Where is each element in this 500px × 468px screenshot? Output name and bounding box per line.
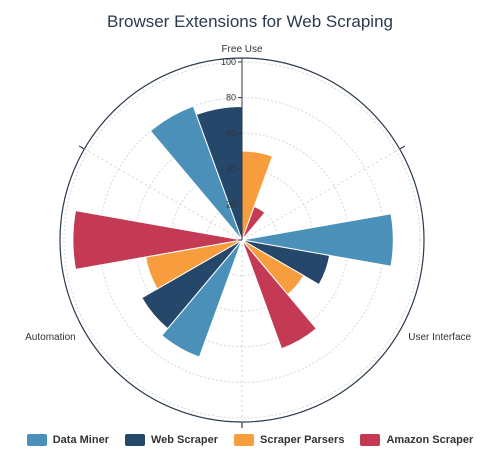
bar-web-scraper <box>141 239 243 330</box>
sector-boundary-tick <box>399 145 406 150</box>
chart-title: Browser Extensions for Web Scraping <box>107 12 393 31</box>
bar-amazon-scraper <box>241 239 318 350</box>
bar-data-miner <box>149 105 243 241</box>
category-label: Free Use <box>221 44 263 55</box>
legend-item[interactable]: Scraper Parsers <box>234 434 344 446</box>
category-label: User Interface <box>408 332 471 343</box>
legend-swatch <box>360 434 381 446</box>
radial-tick-label: 60 <box>226 128 236 138</box>
category-labels: Free Use User Interface Automation <box>25 44 471 343</box>
legend-label: Web Scraper <box>150 434 219 446</box>
legend-swatch <box>26 434 47 446</box>
legend-item[interactable]: Web Scraper <box>124 434 219 446</box>
bar-data-miner <box>241 213 394 267</box>
bar-amazon-scraper <box>72 210 243 270</box>
legend-label: Scraper Parsers <box>260 434 345 446</box>
bar-amazon-scraper <box>241 205 266 241</box>
legend-swatch <box>124 434 145 446</box>
radial-tick-label: 80 <box>226 93 236 103</box>
legend-label: Amazon Scraper <box>386 434 474 446</box>
category-label: Automation <box>25 332 76 343</box>
radial-tick-label: 40 <box>226 164 236 174</box>
sector-boundary-line <box>84 148 243 241</box>
grid-circle <box>63 61 421 419</box>
sector-boundaries <box>78 145 406 428</box>
legend-label: Data Miner <box>52 434 109 446</box>
bar-data-miner <box>161 239 243 358</box>
sector-boundary-tick <box>78 145 85 150</box>
legend-item[interactable]: Amazon Scraper <box>360 434 473 446</box>
radial-tick-label: 100 <box>221 57 236 67</box>
legend-item[interactable]: Data Miner <box>26 434 109 446</box>
sector-boundary-line <box>241 148 400 241</box>
legend-swatch <box>234 434 255 446</box>
radial-ticks: 20 40 60 80 100 <box>221 57 242 241</box>
radial-tick-label: 20 <box>226 199 236 209</box>
bars <box>72 105 394 358</box>
legend: Data Miner Web Scraper Scraper Parsers Amaz… <box>0 434 500 446</box>
bar-web-scraper <box>241 239 331 286</box>
